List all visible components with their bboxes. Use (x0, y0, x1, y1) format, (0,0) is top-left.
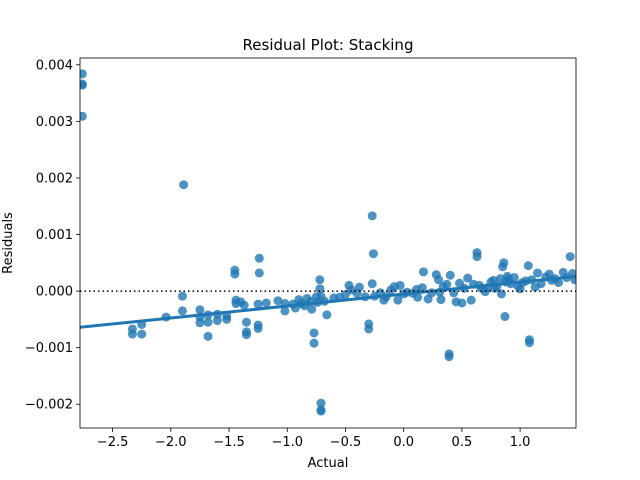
y-tick-label: 0.003 (36, 115, 73, 130)
data-point (195, 318, 205, 328)
x-tick-label: 1.0 (510, 435, 531, 450)
x-tick-label: −0.5 (330, 435, 362, 450)
x-tick-label: −2.5 (97, 435, 129, 450)
data-point (137, 329, 147, 339)
data-point (80, 69, 87, 79)
data-point (445, 270, 455, 280)
x-tick-label: −2.0 (155, 435, 187, 450)
data-point (261, 298, 271, 308)
data-point (466, 295, 476, 305)
x-tick-label: −1.5 (213, 435, 245, 450)
regression-line (80, 274, 576, 329)
data-point (554, 278, 564, 288)
y-tick-label: −0.002 (25, 398, 73, 413)
data-point (367, 279, 377, 289)
data-point (241, 317, 251, 327)
data-point (442, 279, 452, 289)
y-axis-ticks: −0.002 −0.001 0.000 0.001 0.002 0.003 0.004 (25, 58, 80, 413)
x-axis-label: Actual (308, 456, 349, 471)
x-axis-ticks: −2.5 −2.0 −1.5 −1.0 −0.5 0.0 0.5 1.0 (97, 428, 531, 450)
data-point (436, 295, 446, 305)
plot-frame (79, 57, 577, 429)
data-point (463, 273, 473, 283)
data-point (418, 267, 428, 277)
data-point (177, 291, 187, 301)
x-tick-label: 0.0 (393, 435, 414, 450)
data-point (509, 273, 519, 283)
chart-title: Residual Plot: Stacking (243, 36, 414, 54)
data-point (80, 111, 87, 121)
x-tick-label: −1.0 (271, 435, 303, 450)
data-point (230, 269, 240, 279)
data-point (212, 316, 222, 326)
plot-area (80, 58, 576, 428)
data-point (309, 338, 319, 348)
data-point (413, 292, 423, 302)
x-tick-label: 0.5 (452, 435, 473, 450)
y-axis-label: Residuals (1, 212, 16, 274)
data-point (316, 398, 326, 408)
data-point (254, 268, 264, 278)
data-point (253, 299, 263, 309)
data-point (239, 300, 249, 310)
data-point (309, 328, 319, 338)
data-point (280, 306, 290, 316)
data-point (533, 268, 543, 278)
fit-lines (80, 274, 576, 329)
data-point (241, 330, 251, 340)
data-point (127, 329, 137, 339)
y-tick-label: 0.000 (36, 285, 73, 300)
data-point (177, 306, 187, 316)
data-point (253, 323, 263, 333)
data-point (395, 280, 405, 290)
data-point (393, 295, 403, 305)
data-point (322, 310, 332, 320)
data-point (524, 338, 534, 348)
y-tick-label: 0.002 (36, 171, 73, 186)
data-point (500, 312, 510, 322)
data-point (496, 289, 506, 299)
data-point (444, 352, 454, 362)
data-point (179, 180, 189, 190)
data-point (565, 252, 575, 262)
data-point (499, 258, 509, 268)
data-point (367, 211, 377, 221)
data-point (354, 282, 364, 292)
data-point (315, 275, 325, 285)
data-point (523, 261, 533, 271)
data-point (472, 252, 482, 262)
data-point (315, 284, 325, 294)
data-point (195, 305, 205, 315)
data-point (316, 405, 326, 415)
data-point (273, 296, 283, 306)
data-point (417, 283, 427, 293)
data-point (80, 80, 87, 90)
data-point (222, 314, 232, 324)
data-point (307, 304, 317, 314)
y-tick-label: −0.001 (25, 341, 73, 356)
data-point (364, 324, 374, 334)
data-point (434, 275, 444, 285)
data-point (368, 249, 378, 259)
data-point (203, 317, 213, 327)
y-tick-label: 0.001 (36, 228, 73, 243)
y-tick-label: 0.004 (36, 58, 73, 73)
data-point (203, 331, 213, 341)
data-point (457, 298, 467, 308)
data-point (254, 253, 264, 263)
